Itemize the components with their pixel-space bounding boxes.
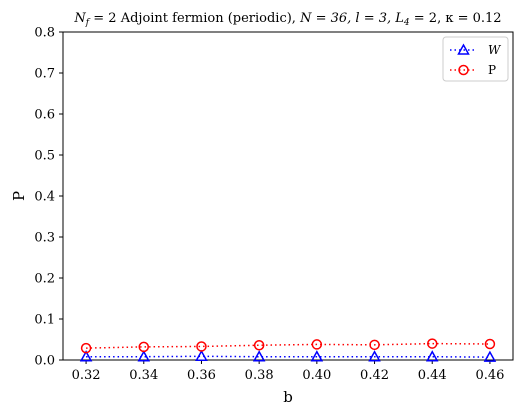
y-tick-label: 0.6 xyxy=(34,108,55,123)
y-tick-label: 0.2 xyxy=(34,272,55,287)
data-point-circle xyxy=(311,339,323,350)
x-tick-label: 0.40 xyxy=(302,368,331,383)
series-layer xyxy=(79,338,497,362)
series-w xyxy=(79,349,497,362)
data-point-triangle xyxy=(425,350,439,362)
x-tick-label: 0.46 xyxy=(475,368,504,383)
data-point-circle xyxy=(196,341,207,352)
x-tick-label: 0.42 xyxy=(360,368,389,383)
x-tick-label: 0.32 xyxy=(72,368,101,383)
data-point-circle xyxy=(369,339,380,351)
data-point-triangle xyxy=(79,350,93,362)
series-p xyxy=(80,338,496,354)
data-point-triangle xyxy=(368,350,381,362)
data-point-circle xyxy=(80,342,92,354)
data-point-triangle xyxy=(252,350,266,362)
data-point-triangle xyxy=(137,350,151,362)
y-tick-label: 0.4 xyxy=(34,190,55,205)
legend-marker-p xyxy=(458,64,469,76)
data-point-circle xyxy=(426,338,438,349)
x-tick-label: 0.38 xyxy=(245,368,274,383)
x-axis-label: b xyxy=(283,388,293,406)
legend-label-p: P xyxy=(488,63,496,77)
y-tick-label: 0.7 xyxy=(34,67,55,82)
y-axis-label: P xyxy=(10,191,28,201)
data-point-triangle xyxy=(483,350,497,362)
legend-label-w: W xyxy=(488,43,502,57)
x-tick-label: 0.44 xyxy=(418,368,447,383)
y-tick-label: 0.0 xyxy=(34,354,55,369)
legend: W P xyxy=(442,36,509,82)
y-tick-label: 0.3 xyxy=(34,231,55,246)
y-tick-label: 0.5 xyxy=(34,149,55,164)
data-point-triangle xyxy=(195,349,208,362)
data-point-triangle xyxy=(310,350,324,362)
x-tick-label: 0.36 xyxy=(187,368,216,383)
y-tick-label: 0.1 xyxy=(34,313,55,328)
y-tick-label: 0.8 xyxy=(34,26,55,41)
chart-title: Nf = 2 Adjoint fermion (periodic), N = 3… xyxy=(73,11,501,28)
data-point-circle xyxy=(138,341,150,353)
legend-marker-w xyxy=(457,43,470,55)
x-tick-label: 0.34 xyxy=(129,368,158,383)
data-point-circle xyxy=(484,338,496,350)
data-point-circle xyxy=(253,339,265,351)
axis-ticks: 0.32 0.34 0.36 0.38 0.40 0.42 0.44 0.46 0.0 0.1 0.… xyxy=(34,26,504,384)
